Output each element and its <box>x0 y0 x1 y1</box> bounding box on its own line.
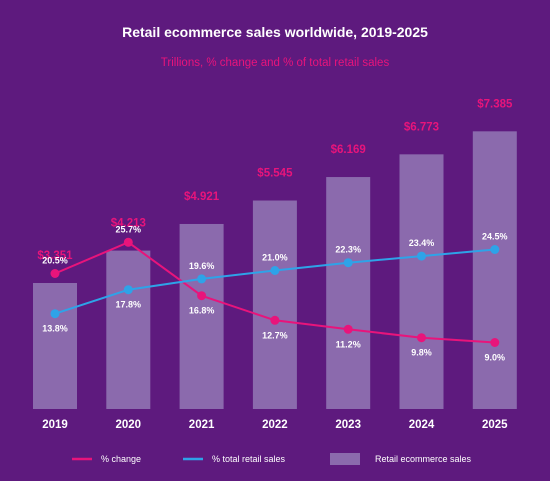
x-tick-2023: 2023 <box>335 419 361 431</box>
bar-value-label-2021: $4.921 <box>184 191 220 203</box>
point-label-pct-change-2021: 16.8% <box>189 306 215 316</box>
bars-layer <box>33 131 517 409</box>
point-pct-total-2022 <box>270 266 280 275</box>
point-pct-change-2021 <box>197 291 207 301</box>
bar-2025 <box>472 131 517 409</box>
lines-layer <box>50 237 500 347</box>
bar-value-label-2024: $6.773 <box>404 121 439 133</box>
legend-label-pct-change: % change <box>101 454 141 464</box>
legend-swatch-ecommerce <box>330 453 360 465</box>
point-label-pct-total-2019: 13.8% <box>42 324 68 334</box>
legend-label-ecommerce: Retail ecommerce sales <box>375 454 472 464</box>
point-label-pct-total-2021: 19.6% <box>189 261 215 271</box>
point-pct-total-2019 <box>50 309 60 319</box>
x-axis: 2019 2020 2021 2022 2023 2024 2025 <box>42 419 508 431</box>
bar-value-label-2023: $6.169 <box>331 144 366 156</box>
point-label-pct-change-2019: 20.5% <box>42 256 68 266</box>
point-label-pct-change-2025: 9.0% <box>485 353 506 363</box>
bar-2022 <box>252 200 297 409</box>
x-tick-2021: 2021 <box>189 419 215 431</box>
point-pct-change-2024 <box>417 333 426 343</box>
chart-title: Retail ecommerce sales worldwide, 2019-2… <box>122 24 428 40</box>
bar-2021 <box>179 223 224 409</box>
point-label-pct-change-2020: 25.7% <box>116 224 142 234</box>
point-pct-total-2025 <box>490 245 500 254</box>
point-label-pct-change-2023: 11.2% <box>336 339 361 349</box>
point-pct-total-2023 <box>343 258 353 268</box>
point-pct-change-2019 <box>50 269 60 278</box>
point-label-pct-total-2020: 17.8% <box>116 300 142 310</box>
point-label-pct-total-2024: 23.4% <box>409 238 435 248</box>
bar-2020 <box>106 250 151 409</box>
point-label-pct-change-2022: 12.7% <box>262 330 288 340</box>
x-tick-2020: 2020 <box>116 419 142 431</box>
bar-value-label-2020: $4.213 <box>111 218 146 230</box>
chart-subtitle: Trillions, % change and % of total retai… <box>161 57 390 69</box>
x-tick-2022: 2022 <box>262 419 288 431</box>
bar-2023 <box>326 177 371 409</box>
bar-2019 <box>33 283 77 409</box>
point-pct-change-2023 <box>343 324 353 334</box>
x-tick-2019: 2019 <box>42 419 68 431</box>
legend: % change % total retail sales Retail eco… <box>72 453 472 465</box>
bar-value-label-2022: $5.545 <box>257 168 293 180</box>
legend-label-pct-total: % total retail sales <box>212 454 286 464</box>
bar-value-label-2019: $3.351 <box>37 250 73 262</box>
point-pct-total-2024 <box>417 251 426 261</box>
point-pct-total-2020 <box>123 285 133 295</box>
point-pct-change-2020 <box>123 237 133 247</box>
bar-value-label-2025: $7.385 <box>477 98 513 110</box>
point-label-pct-total-2022: 21.0% <box>262 253 288 263</box>
point-label-pct-total-2023: 22.3% <box>335 245 361 255</box>
labels-layer: $3.351 $4.213 $4.921 $5.545 $6.169 $6.773 $7.3… <box>37 98 513 362</box>
x-tick-2024: 2024 <box>409 419 435 431</box>
point-pct-change-2022 <box>270 315 280 325</box>
point-label-pct-change-2024: 9.8% <box>411 348 432 358</box>
point-pct-change-2025 <box>490 338 500 347</box>
x-tick-2025: 2025 <box>482 419 508 431</box>
bar-2024 <box>399 154 444 409</box>
point-pct-total-2021 <box>197 274 207 284</box>
point-label-pct-total-2025: 24.5% <box>482 232 508 242</box>
